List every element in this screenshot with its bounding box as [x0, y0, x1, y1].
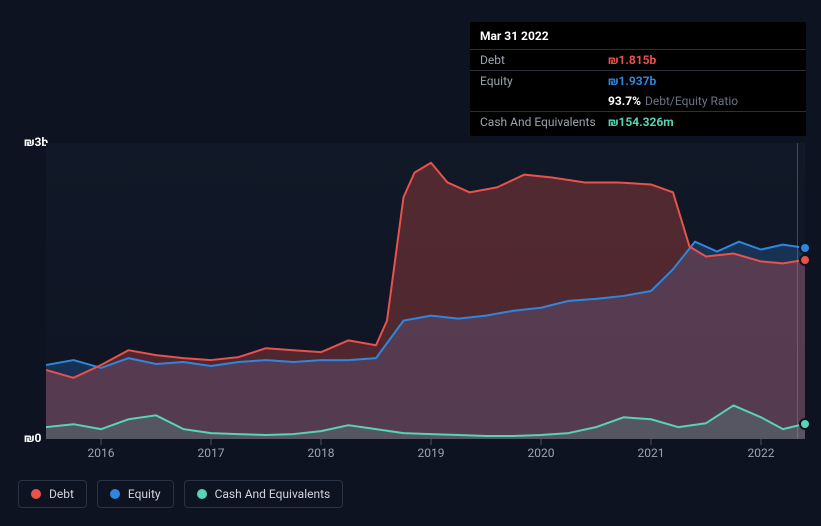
- legend-item-equity[interactable]: Equity: [97, 480, 174, 508]
- y-axis-label: ₪0: [24, 431, 41, 445]
- plot-area[interactable]: [46, 143, 805, 439]
- x-axis-tick: 2022: [748, 446, 775, 460]
- x-axis: 2016 2017 2018 2019 2020 2021 2022: [46, 446, 805, 466]
- debt-endpoint-marker: [799, 254, 811, 266]
- hover-hairline: [797, 143, 798, 439]
- legend-label: Equity: [128, 487, 161, 501]
- chart-container: Mar 31 2022 Debt₪1.815bEquity₪1.937b93.7…: [0, 0, 821, 526]
- legend-item-cash-and-equivalents[interactable]: Cash And Equivalents: [184, 480, 344, 508]
- legend: Debt Equity Cash And Equivalents: [18, 480, 343, 508]
- tooltip-row: 93.7%Debt/Equity Ratio: [470, 91, 806, 111]
- x-axis-tick: 2019: [418, 446, 445, 460]
- tooltip-row-label: Debt: [480, 53, 608, 67]
- legend-label: Debt: [49, 487, 74, 501]
- tooltip-row-value: 93.7%Debt/Equity Ratio: [608, 94, 738, 108]
- tooltip-row: Debt₪1.815b: [470, 49, 806, 70]
- tooltip-row-extra: Debt/Equity Ratio: [645, 94, 738, 108]
- tooltip-row-label: Equity: [480, 74, 608, 88]
- tooltip-row: Equity₪1.937b: [470, 70, 806, 91]
- tooltip-row-label: [480, 94, 608, 108]
- x-axis-tick: 2020: [528, 446, 555, 460]
- y-axis-label: ₪3b: [24, 135, 48, 149]
- chart-svg: [46, 143, 805, 439]
- x-axis-tick: 2021: [638, 446, 665, 460]
- legend-item-debt[interactable]: Debt: [18, 480, 87, 508]
- tooltip-box: Mar 31 2022 Debt₪1.815bEquity₪1.937b93.7…: [470, 22, 806, 136]
- legend-swatch: [197, 489, 207, 499]
- equity-endpoint-marker: [799, 242, 811, 254]
- tooltip-row: Cash And Equivalents₪154.326m: [470, 111, 806, 132]
- cash-endpoint-marker: [799, 418, 811, 430]
- x-axis-tick: 2016: [88, 446, 115, 460]
- tooltip-row-value: ₪1.937b: [608, 74, 656, 88]
- legend-swatch: [31, 489, 41, 499]
- legend-label: Cash And Equivalents: [215, 487, 331, 501]
- debt-area: [46, 163, 805, 439]
- x-axis-tick: 2017: [198, 446, 225, 460]
- tooltip-row-value: ₪1.815b: [608, 53, 656, 67]
- tooltip-date: Mar 31 2022: [470, 22, 806, 49]
- tooltip-row-label: Cash And Equivalents: [480, 115, 608, 129]
- tooltip-row-value: ₪154.326m: [608, 115, 674, 129]
- legend-swatch: [110, 489, 120, 499]
- x-axis-tick: 2018: [308, 446, 335, 460]
